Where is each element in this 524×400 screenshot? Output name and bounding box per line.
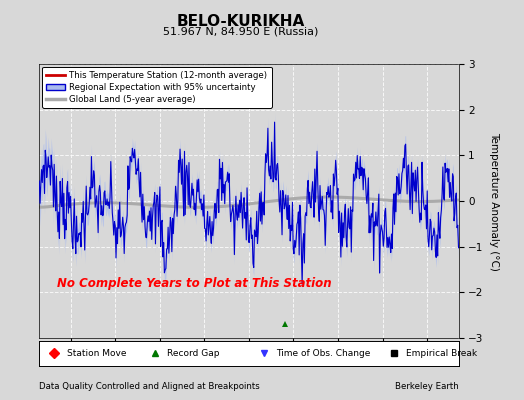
Text: Time of Obs. Change: Time of Obs. Change (276, 349, 370, 358)
Text: No Complete Years to Plot at This Station: No Complete Years to Plot at This Statio… (57, 277, 332, 290)
Legend: This Temperature Station (12-month average), Regional Expectation with 95% uncer: This Temperature Station (12-month avera… (42, 66, 272, 108)
Text: Empirical Break: Empirical Break (406, 349, 477, 358)
Text: Record Gap: Record Gap (167, 349, 220, 358)
Text: BELO-KURIKHA: BELO-KURIKHA (177, 14, 305, 29)
Text: Berkeley Earth: Berkeley Earth (395, 382, 458, 391)
Text: Station Move: Station Move (67, 349, 126, 358)
Text: 51.967 N, 84.950 E (Russia): 51.967 N, 84.950 E (Russia) (163, 26, 319, 36)
Y-axis label: Temperature Anomaly (°C): Temperature Anomaly (°C) (489, 132, 499, 270)
Text: Data Quality Controlled and Aligned at Breakpoints: Data Quality Controlled and Aligned at B… (39, 382, 260, 391)
